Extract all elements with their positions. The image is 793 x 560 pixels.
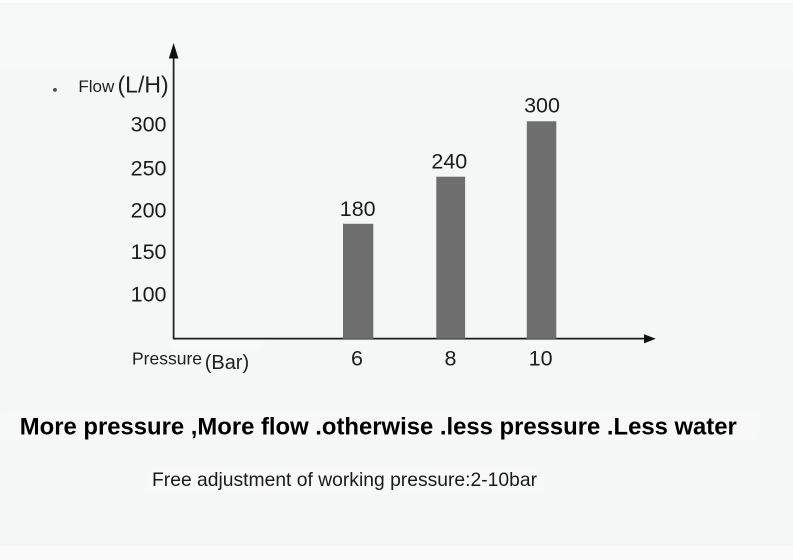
svg-text:8: 8 bbox=[445, 346, 457, 370]
svg-text:More pressure ,More flow .othe: More pressure ,More flow .otherwise .les… bbox=[20, 414, 737, 441]
svg-text:240: 240 bbox=[431, 150, 467, 174]
svg-text:250: 250 bbox=[131, 156, 167, 180]
svg-text:100: 100 bbox=[131, 282, 167, 306]
svg-text:(L/H): (L/H) bbox=[118, 72, 169, 98]
svg-text:300: 300 bbox=[524, 94, 560, 118]
svg-text:(Bar): (Bar) bbox=[205, 352, 249, 374]
svg-text:300: 300 bbox=[131, 113, 167, 137]
svg-text:10: 10 bbox=[529, 346, 553, 370]
svg-text:Pressure: Pressure bbox=[132, 349, 202, 369]
svg-text:Flow: Flow bbox=[78, 77, 115, 96]
svg-text:150: 150 bbox=[131, 240, 167, 264]
svg-text:200: 200 bbox=[131, 199, 167, 223]
svg-text:Free adjustment of working pre: Free adjustment of working pressure:2-10… bbox=[152, 469, 537, 491]
svg-text:180: 180 bbox=[340, 197, 376, 221]
svg-text:6: 6 bbox=[351, 346, 363, 370]
